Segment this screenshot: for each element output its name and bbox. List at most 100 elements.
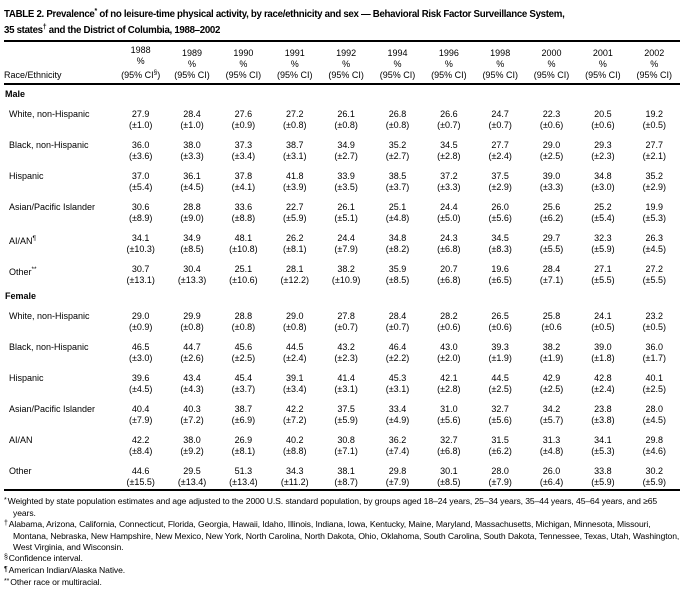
cell-ci: (±0.5) [591, 322, 615, 333]
cell-ci: (±1.9) [539, 353, 564, 364]
data-cell: 25.1 (±10.6) [218, 256, 269, 287]
cell-value: 26.2 [285, 233, 304, 244]
cell-value: 23.8 [594, 404, 612, 415]
year-label: 1996 [438, 48, 459, 59]
cell-ci: (±3.9) [283, 182, 307, 193]
cell-ci: (±3.4) [231, 151, 256, 162]
percent-label: % [393, 59, 402, 70]
percent-label: % [547, 59, 556, 70]
footnote: †Alabama, Arizona, California, Connectic… [4, 519, 680, 553]
data-cell: 26.9 (±8.1) [218, 427, 269, 458]
section-row: Male [4, 84, 680, 101]
data-cell: 41.8 (±3.9) [269, 163, 320, 194]
data-cell: 30.6 (±8.9) [115, 194, 166, 225]
cell-ci: (±2.4) [488, 151, 512, 162]
data-cell: 27.7 (±2.1) [629, 132, 680, 163]
cell-value: 30.7 [131, 264, 150, 275]
cell-ci: (±4.5) [642, 244, 667, 255]
section-label: Female [5, 291, 37, 302]
cell-value: 20.7 [440, 264, 458, 275]
data-cell: 35.2 (±2.7) [372, 132, 423, 163]
cell-value: 29.8 [645, 435, 664, 446]
cell-ci: (±3.3) [437, 182, 461, 193]
cell-ci: (±7.2) [283, 415, 307, 426]
data-cell: 42.1 (±2.8) [423, 365, 474, 396]
cell-value: 26.5 [491, 311, 509, 322]
cell-ci: (±3.1) [334, 384, 358, 395]
cell-ci: (±8.3) [488, 244, 512, 255]
data-cell: 37.2 (±3.3) [423, 163, 474, 194]
table-row: Hispanic 39.6 (±4.5) 43.4 (±4.3) 45.4 (±3.7) 39… [4, 365, 680, 396]
data-cell: 22.7 (±5.9) [269, 194, 320, 225]
cell-ci: (±6.8) [437, 244, 461, 255]
cell-value: 34.2 [542, 404, 561, 415]
cell-ci: (±9.0) [180, 213, 204, 224]
data-cell: 46.4 (±2.2) [372, 334, 423, 365]
ci-label: (95% CI) [328, 70, 364, 81]
cell-ci: (±6.9) [231, 415, 256, 426]
cell-value: 26.1 [337, 202, 355, 213]
cell-ci: (±0.7) [334, 322, 358, 333]
cell-value: 22.3 [542, 109, 561, 120]
table-row: Other 44.6 (±15.5) 29.5 (±13.4) 51.3 (±13.4) 34… [4, 458, 680, 490]
cell-value: 28.2 [440, 311, 458, 322]
data-cell: 41.4 (±3.1) [320, 365, 371, 396]
cell-ci: (±0.6) [488, 322, 512, 333]
data-cell: 28.8 (±9.0) [166, 194, 217, 225]
data-cell: 28.0 (±7.9) [475, 458, 526, 490]
data-cell: 38.7 (±3.1) [269, 132, 320, 163]
cell-value: 45.4 [234, 373, 253, 384]
cell-value: 43.4 [183, 373, 201, 384]
percent-label: % [650, 59, 659, 70]
cell-ci: (±3.5) [334, 182, 358, 193]
data-cell: 40.1 (±2.5) [629, 365, 680, 396]
cell-ci: (±0.6) [539, 120, 564, 131]
data-cell: 38.7 (±6.9) [218, 396, 269, 427]
ci-label: (95% CI) [585, 70, 621, 81]
data-cell: 37.5 (±2.9) [475, 163, 526, 194]
cell-value: 38.1 [337, 466, 355, 477]
table-row: Asian/Pacific Islander 40.4 (±7.9) 40.3 (±7.… [4, 396, 680, 427]
cell-value: 26.6 [440, 109, 458, 120]
data-cell: 28.8 (±0.8) [218, 303, 269, 334]
data-cell: 29.7 (±5.5) [526, 225, 577, 256]
cell-ci: (±2.9) [642, 182, 667, 193]
cell-ci: (±3.7) [385, 182, 410, 193]
cell-ci: (±2.5) [488, 384, 512, 395]
data-cell: 22.3 (±0.6) [526, 101, 577, 132]
data-cell: 29.9 (±0.8) [166, 303, 217, 334]
cell-ci: (±0.5) [642, 120, 667, 131]
year-column-header: 2001% (95% CI) [577, 41, 629, 86]
cell-ci: (±5.9) [591, 477, 615, 488]
cell-ci: (±4.5) [128, 384, 153, 395]
year-column-header: 2002% (95% CI) [628, 41, 680, 86]
cell-ci: (±8.5) [437, 477, 461, 488]
cell-ci: (±5.6) [488, 213, 512, 224]
cell-ci: (±1.9) [488, 353, 512, 364]
cell-value: 37.0 [131, 171, 150, 182]
ci-label: (95% CI) [225, 70, 262, 81]
data-cell: 38.2 (±10.9) [320, 256, 371, 287]
cell-value: 28.1 [285, 264, 304, 275]
cell-value: 29.8 [388, 466, 407, 477]
cell-ci: (±7.9) [128, 415, 153, 426]
data-cell: 40.2 (±8.8) [269, 427, 320, 458]
data-cell: 26.0 (±5.6) [475, 194, 526, 225]
cell-value: 45.6 [234, 342, 253, 353]
cell-value: 37.5 [491, 171, 509, 182]
cell-ci: (±5.4) [591, 213, 615, 224]
cell-value: 34.8 [594, 171, 612, 182]
cell-value: 37.3 [234, 140, 253, 151]
data-cell: 31.3 (±4.8) [526, 427, 577, 458]
year-label: 2000 [541, 48, 562, 59]
data-cell: 27.2 (±0.8) [269, 101, 320, 132]
data-cell: 30.1 (±8.5) [423, 458, 474, 490]
cell-ci: (±0.9) [231, 120, 256, 131]
cell-value: 34.1 [131, 233, 150, 244]
cell-value: 28.4 [388, 311, 407, 322]
cell-ci: (±2.3) [591, 151, 615, 162]
table-row: White, non-Hispanic 29.0 (±0.9) 29.9 (±0.8) 2… [4, 303, 680, 334]
cell-ci: (±8.7) [334, 477, 358, 488]
cell-ci: (±13.4) [229, 477, 258, 488]
cell-value: 23.2 [645, 311, 664, 322]
